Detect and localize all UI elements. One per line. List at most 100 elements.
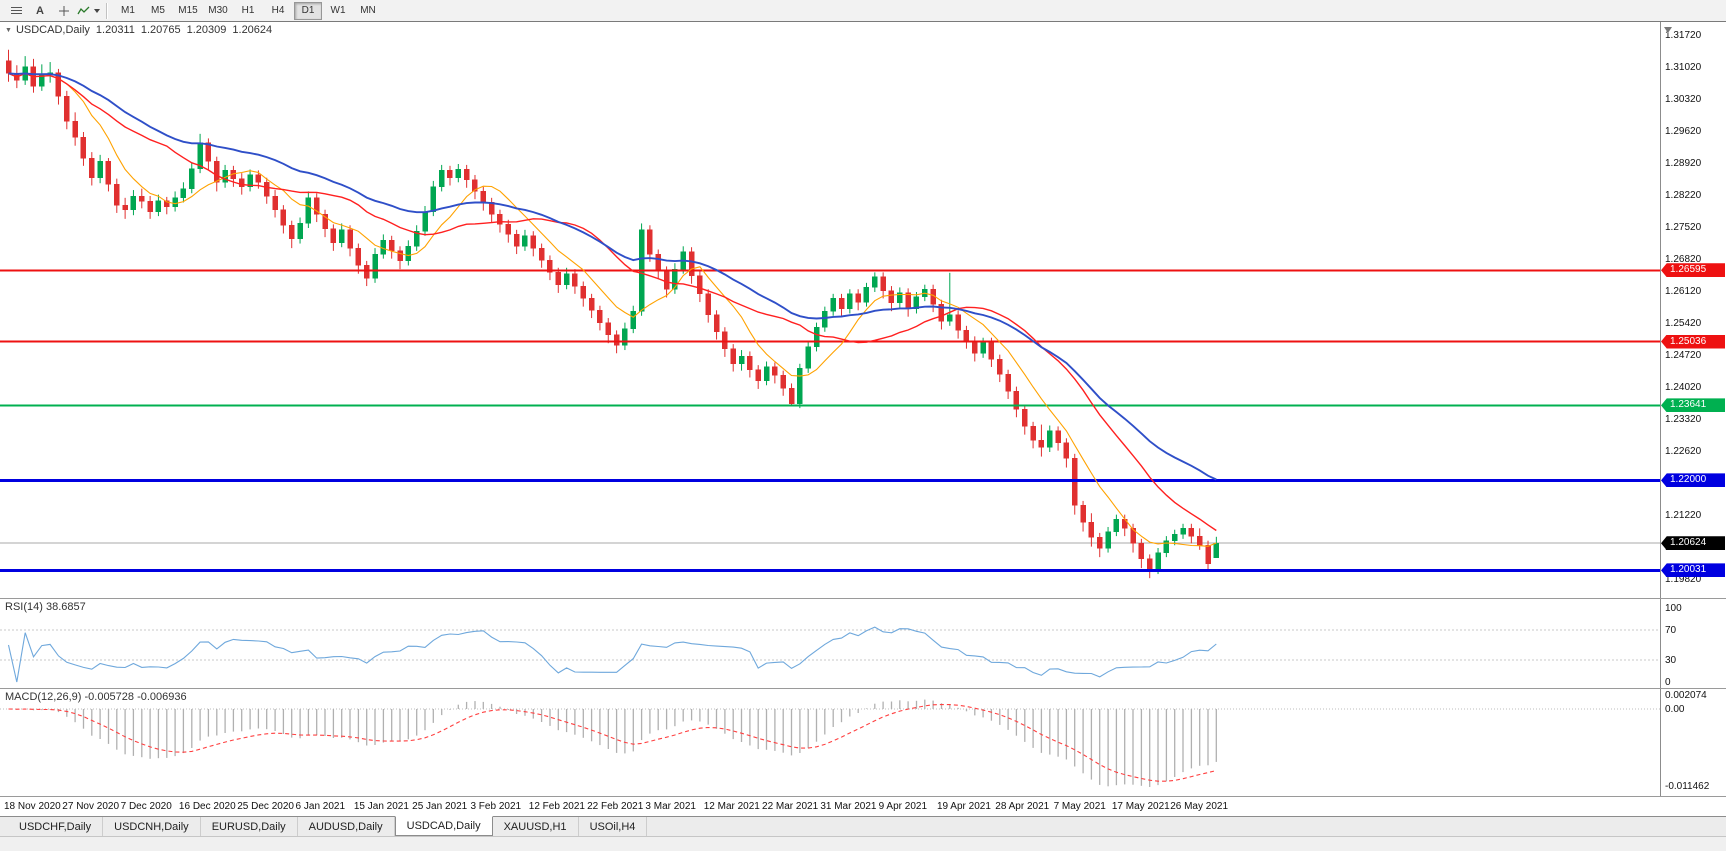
time-axis-label: 3 Mar 2021 — [645, 801, 696, 812]
timeframe-button-M15[interactable]: M15 — [178, 5, 198, 16]
time-axis-label: 17 May 2021 — [1111, 801, 1170, 812]
macd-panel-row: MACD(12,26,9) -0.005728 -0.006936 0.0020… — [0, 688, 1726, 796]
macd-value-1: -0.005728 — [84, 691, 135, 703]
ohlc-low: 1.20309 — [186, 24, 227, 36]
price-axis-label: 1.19820 — [1665, 574, 1702, 585]
macd-label: MACD(12,26,9) -0.005728 -0.006936 — [5, 691, 187, 703]
rsi-axis-label: 100 — [1665, 603, 1682, 614]
price-axis-label: 1.29620 — [1665, 126, 1702, 137]
macd-axis: 0.002074 0.00 -0.011462 — [1660, 689, 1726, 796]
price-axis-label: 1.30320 — [1665, 94, 1702, 105]
price-axis-label: 1.24720 — [1665, 350, 1702, 361]
chevron-down-icon — [94, 8, 100, 13]
rsi-axis-label: 70 — [1665, 625, 1677, 637]
collapse-triangle-icon: ▼ — [5, 27, 12, 34]
chart-symbol: USDCAD,Daily — [15, 24, 90, 36]
timeframe-button-D1[interactable]: D1 — [294, 1, 322, 20]
rsi-axis-label: 0 — [1665, 677, 1671, 688]
chart-shift-marker-icon — [1664, 27, 1672, 33]
time-axis-label: 3 Feb 2021 — [470, 801, 522, 812]
time-axis-label: 16 Dec 2020 — [178, 801, 236, 812]
ohlc-high: 1.20765 — [140, 24, 181, 36]
timeframe-button-W1[interactable]: W1 — [330, 5, 346, 16]
price-axis-label: 1.31020 — [1665, 62, 1702, 73]
chart-tab-usdcad-daily[interactable]: USDCAD,Daily — [394, 816, 493, 836]
timeframe-button-M1[interactable]: M1 — [121, 5, 135, 16]
price-axis-label: 1.28920 — [1665, 158, 1702, 169]
timeframe-button-M30[interactable]: M30 — [208, 5, 228, 16]
price-axis-label: 1.27520 — [1665, 222, 1702, 233]
chart-tab-usdchf-daily[interactable]: USDCHF,Daily — [8, 817, 104, 836]
timeframe-button-H1[interactable]: H1 — [241, 5, 255, 16]
chart-tab-usoil-h4[interactable]: USOil,H4 — [579, 817, 648, 836]
price-axis-label: 1.22620 — [1665, 446, 1702, 457]
price-axis-label: 1.24020 — [1665, 382, 1702, 393]
text-tool-button[interactable]: A — [28, 1, 52, 20]
price-axis-label: 1.26120 — [1665, 286, 1702, 297]
price-axis-label: 1.23320 — [1665, 414, 1702, 425]
indicator-zigzag-icon — [77, 5, 91, 16]
time-axis-label: 12 Mar 2021 — [703, 801, 760, 812]
price-axis-label: 1.25420 — [1665, 318, 1702, 329]
main-chart-panel[interactable]: ▼ USDCAD,Daily 1.20311 1.20765 1.20309 1.2062… — [0, 22, 1660, 598]
macd-axis-label: 0.002074 — [1665, 690, 1707, 702]
rsi-label: RSI(14) 38.6857 — [5, 601, 86, 613]
time-axis-label: 7 Dec 2020 — [120, 801, 172, 812]
main-chart-row: ▼ USDCAD,Daily 1.20311 1.20765 1.20309 1.2062… — [0, 22, 1726, 598]
letter-a-icon: A — [36, 4, 44, 17]
chart-toolbar: A M1 M5 M15 M30 H1 H4 D1 W1 MN — [0, 0, 1726, 22]
chart-tab-usdcnh-daily[interactable]: USDCNH,Daily — [103, 817, 201, 836]
time-axis-label: 22 Feb 2021 — [587, 801, 644, 812]
timeframe-button-MN[interactable]: MN — [360, 5, 376, 16]
time-axis-label: 31 Mar 2021 — [820, 801, 877, 812]
ohlc-close: 1.20624 — [232, 24, 273, 36]
timeframe-button-M5[interactable]: M5 — [151, 5, 165, 16]
crosshair-button[interactable] — [52, 1, 76, 20]
chart-tab-audusd-daily[interactable]: AUDUSD,Daily — [298, 817, 395, 836]
time-axis-label: 19 Apr 2021 — [936, 801, 991, 812]
rsi-value: 38.6857 — [45, 601, 86, 613]
macd-axis-label: 0.00 — [1665, 704, 1685, 715]
toolbar-separator — [106, 2, 108, 19]
time-axis-label: 12 Feb 2021 — [528, 801, 585, 812]
candlestick-chart[interactable] — [0, 22, 1660, 598]
chart-tab-xauusd-h1[interactable]: XAUUSD,H1 — [493, 817, 579, 836]
time-axis[interactable]: 18 Nov 2020 27 Nov 2020 7 Dec 2020 16 Dec 2… — [0, 796, 1726, 816]
price-axis-label: 1.28220 — [1665, 190, 1702, 201]
macd-axis-label: -0.011462 — [1665, 781, 1710, 792]
crosshair-icon — [58, 5, 70, 17]
time-axis-label: 25 Jan 2021 — [412, 801, 468, 812]
menu-icon — [10, 5, 23, 16]
timeframe-button-H4[interactable]: H4 — [271, 5, 285, 16]
chart-tab-bar: USDCHF,Daily USDCNH,Daily EURUSD,Daily AUDU… — [0, 816, 1726, 836]
rsi-axis: 100 70 30 0 — [1660, 599, 1726, 688]
price-level-badge: 1.23641 — [1661, 398, 1725, 413]
ohlc-open: 1.20311 — [95, 24, 135, 36]
chart-tab-eurusd-daily[interactable]: EURUSD,Daily — [201, 817, 298, 836]
rsi-plot[interactable] — [0, 599, 1660, 688]
time-axis-label: 28 Apr 2021 — [995, 801, 1050, 812]
time-axis-label: 6 Jan 2021 — [295, 801, 346, 812]
time-axis-label: 18 Nov 2020 — [4, 801, 61, 812]
price-level-badge: 1.26595 — [1661, 263, 1725, 278]
indicators-dropdown-button[interactable] — [76, 1, 101, 20]
time-axis-label: 26 May 2021 — [1170, 801, 1229, 812]
timeframe-group: M1 M5 M15 M30 H1 H4 D1 W1 MN — [113, 1, 383, 20]
time-axis-label: 27 Nov 2020 — [62, 801, 120, 812]
time-axis-label: 22 Mar 2021 — [762, 801, 819, 812]
price-axis[interactable]: 1.31720 1.31020 1.30320 1.29620 1.28920 1.282… — [1660, 22, 1726, 598]
macd-panel[interactable]: MACD(12,26,9) -0.005728 -0.006936 — [0, 689, 1660, 796]
chart-title: ▼ USDCAD,Daily 1.20311 1.20765 1.20309 1.2062… — [5, 24, 272, 36]
time-axis-label: 9 Apr 2021 — [878, 801, 928, 812]
chart-menu-button[interactable] — [4, 1, 28, 20]
price-level-badge: 1.25036 — [1661, 334, 1725, 349]
time-axis-label: 25 Dec 2020 — [237, 801, 294, 812]
price-level-badge: 1.22000 — [1661, 473, 1725, 488]
rsi-panel-row: RSI(14) 38.6857 100 70 30 0 — [0, 598, 1726, 688]
price-axis-label: 1.31720 — [1665, 30, 1702, 41]
rsi-panel[interactable]: RSI(14) 38.6857 — [0, 599, 1660, 688]
price-axis-label: 1.26820 — [1665, 254, 1702, 265]
current-price-badge: 1.20624 — [1661, 536, 1725, 551]
time-axis-label: 15 Jan 2021 — [353, 801, 409, 812]
macd-plot[interactable] — [0, 689, 1660, 796]
